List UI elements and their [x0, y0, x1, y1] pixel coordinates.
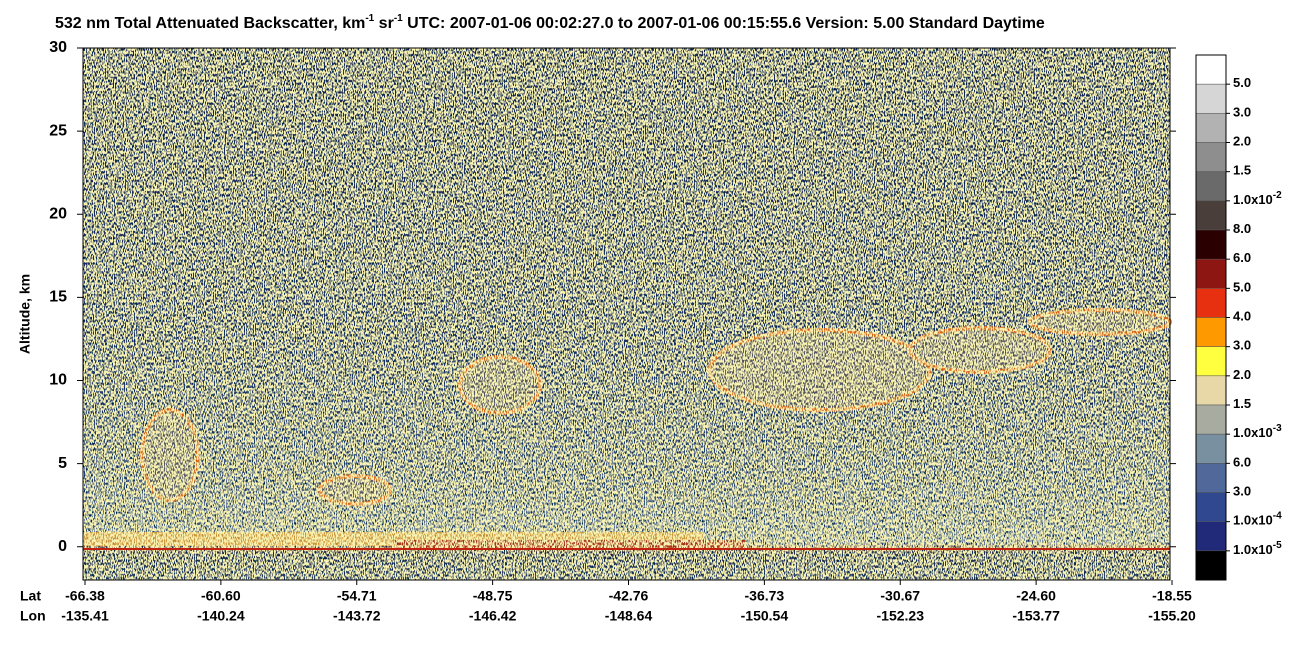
x-tick-label: -18.55: [1152, 588, 1192, 604]
title-part: -1: [394, 13, 403, 24]
colorbar-label: 6.0: [1233, 251, 1251, 266]
x-tick-label: -153.77: [1012, 608, 1060, 624]
colorbar-label: 5.0: [1233, 76, 1251, 91]
colorbar-label-exp: -3: [1273, 423, 1282, 434]
title-part: UTC: 2007-01-06 00:02:27.0 to 2007-01-06…: [403, 15, 1045, 32]
colorbar-label: 1.0x10-5: [1233, 540, 1282, 557]
colorbar-label-text: 1.5: [1233, 163, 1251, 178]
colorbar-label: 1.0x10-2: [1233, 190, 1282, 207]
colorbar-swatch: [1195, 433, 1227, 464]
backscatter-image: [82, 47, 1172, 581]
colorbar-label: 4.0: [1233, 309, 1251, 324]
colorbar-label: 1.5: [1233, 396, 1251, 411]
colorbar-label-text: 6.0: [1233, 251, 1251, 266]
x-tick-label: -30.67: [880, 588, 920, 604]
colorbar-label: 3.0: [1233, 105, 1251, 120]
colorbar-label-text: 1.5: [1233, 396, 1251, 411]
colorbar-swatch: [1195, 550, 1227, 581]
colorbar-label: 1.0x10-4: [1233, 511, 1282, 528]
colorbar-swatch: [1195, 258, 1227, 289]
x-tick-label: -48.75: [473, 588, 513, 604]
colorbar-label: 1.5: [1233, 163, 1251, 178]
colorbar-label: 2.0: [1233, 367, 1251, 382]
colorbar-swatch: [1195, 521, 1227, 552]
colorbar-swatch: [1195, 288, 1227, 318]
colorbar-label-text: 3.0: [1233, 484, 1251, 499]
colorbar-swatch: [1195, 317, 1227, 347]
colorbar-label: 8.0: [1233, 221, 1251, 236]
title-part: sr: [374, 15, 394, 32]
x-tick-label: -135.41: [61, 608, 109, 624]
colorbar-label: 5.0: [1233, 280, 1251, 295]
x-tick-label: -54.71: [337, 588, 377, 604]
x-tick-label: -148.64: [605, 608, 653, 624]
x-tick-label: -143.72: [333, 608, 381, 624]
y-tick-label: 25: [49, 122, 67, 139]
colorbar-swatch: [1195, 200, 1227, 231]
x-tick-label: -152.23: [877, 608, 925, 624]
y-axis-title: Altitude, km: [17, 274, 33, 354]
colorbar-label-text: 1.0x10: [1233, 426, 1273, 441]
colorbar-label-text: 1.0x10: [1233, 513, 1273, 528]
y-tick-label: 20: [49, 205, 67, 222]
x-row-name: Lat: [20, 588, 41, 604]
colorbar-swatch: [1195, 375, 1227, 406]
colorbar-label: 6.0: [1233, 455, 1251, 470]
colorbar-label-exp: -5: [1273, 540, 1282, 551]
colorbar-label-text: 3.0: [1233, 338, 1251, 353]
colorbar-label-exp: -2: [1273, 190, 1282, 201]
x-tick-label: -66.38: [65, 588, 105, 604]
colorbar-swatch: [1195, 346, 1227, 377]
x-tick-label: -24.60: [1016, 588, 1056, 604]
title-part: 532 nm Total Attenuated Backscatter, km: [55, 15, 365, 32]
x-tick-label: -155.20: [1148, 608, 1196, 624]
colorbar-label-text: 5.0: [1233, 280, 1251, 295]
colorbar-label-text: 2.0: [1233, 134, 1251, 149]
colorbar-label-text: 8.0: [1233, 221, 1251, 236]
y-tick-label: 0: [58, 538, 67, 555]
colorbar-label: 3.0: [1233, 484, 1251, 499]
colorbar-label: 3.0: [1233, 338, 1251, 353]
colorbar-label-text: 6.0: [1233, 455, 1251, 470]
colorbar-swatch: [1195, 171, 1227, 202]
colorbar-swatch: [1195, 463, 1227, 493]
x-tick-label: -146.42: [469, 608, 517, 624]
y-tick-label: 30: [49, 39, 67, 56]
y-tick-label: 10: [49, 372, 67, 389]
colorbar-label-text: 1.0x10: [1233, 542, 1273, 557]
x-tick-label: -36.73: [745, 588, 785, 604]
colorbar-swatch: [1195, 54, 1227, 85]
colorbar-label: 2.0: [1233, 134, 1251, 149]
colorbar-swatch: [1195, 492, 1227, 522]
colorbar-label: 1.0x10-3: [1233, 423, 1282, 440]
colorbar-swatch: [1195, 83, 1227, 114]
x-tick-label: -42.76: [609, 588, 649, 604]
colorbar-swatch: [1195, 142, 1227, 172]
colorbar-label-exp: -4: [1273, 511, 1282, 522]
y-tick-label: 15: [49, 289, 67, 306]
colorbar-label-text: 1.0x10: [1233, 192, 1273, 207]
x-tick-label: -150.54: [741, 608, 789, 624]
x-row-name: Lon: [20, 608, 46, 624]
colorbar-label-text: 5.0: [1233, 76, 1251, 91]
colorbar-label-text: 4.0: [1233, 309, 1251, 324]
colorbar-swatch: [1195, 229, 1227, 260]
chart-title: 532 nm Total Attenuated Backscatter, km-…: [55, 13, 1045, 32]
x-tick-label: -60.60: [201, 588, 241, 604]
title-part: -1: [365, 13, 374, 24]
colorbar-label-text: 3.0: [1233, 105, 1251, 120]
colorbar-swatch: [1195, 404, 1227, 435]
colorbar-swatch: [1195, 113, 1227, 143]
y-tick-label: 5: [58, 455, 67, 472]
colorbar-label-text: 2.0: [1233, 367, 1251, 382]
x-tick-label: -140.24: [197, 608, 245, 624]
